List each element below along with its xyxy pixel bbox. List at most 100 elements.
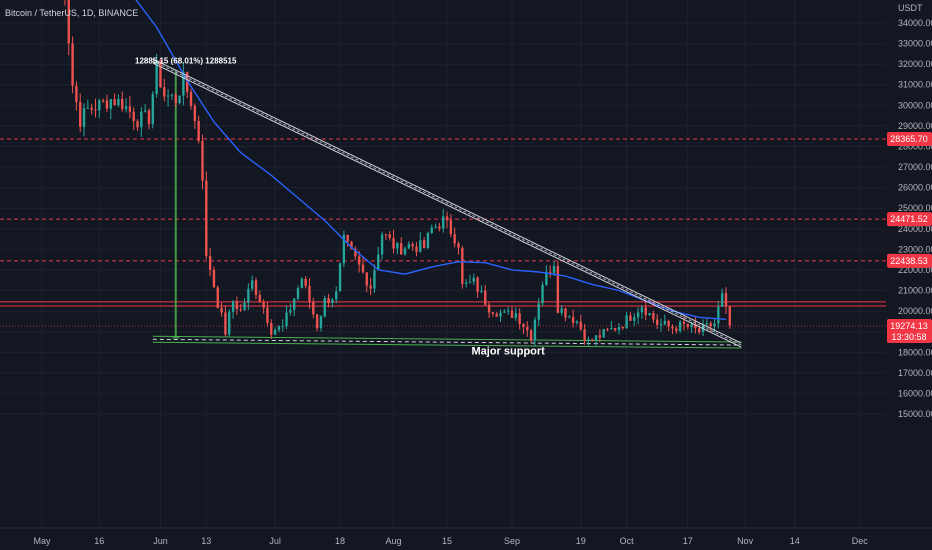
price-tick-label: 27000.00	[898, 162, 932, 172]
candle-body	[579, 321, 582, 330]
candles	[64, 0, 731, 347]
candle-body	[686, 323, 689, 328]
candle-body	[652, 313, 655, 320]
grid	[0, 0, 886, 528]
candle-body	[430, 227, 433, 233]
candle-body	[514, 313, 518, 318]
candle-body	[354, 248, 357, 257]
candle-body	[499, 312, 502, 317]
time-tick-label: 17	[683, 536, 693, 546]
candle-body	[235, 301, 239, 310]
candle-body	[656, 319, 659, 325]
trendline[interactable]	[152, 58, 742, 348]
time-tick-label: Oct	[620, 536, 635, 546]
price-level-tag[interactable]	[887, 212, 932, 227]
candle-body	[331, 299, 334, 304]
time-tick-label: May	[33, 536, 51, 546]
candle-body	[480, 290, 483, 292]
candle-body	[438, 226, 441, 229]
candle-body	[380, 234, 384, 255]
support-midline[interactable]	[152, 338, 742, 346]
candle-body	[549, 271, 552, 274]
candle-body	[258, 294, 261, 303]
current-price-tag[interactable]	[887, 319, 932, 344]
time-axis-panel	[0, 528, 932, 550]
candle-body	[86, 107, 90, 109]
candle-body	[545, 271, 548, 285]
candle-body	[591, 339, 594, 341]
candle-body	[518, 313, 521, 324]
candle-body	[445, 216, 449, 221]
price-level-tag[interactable]	[887, 131, 932, 146]
measure-tool[interactable]	[171, 70, 180, 339]
candle-body	[132, 111, 135, 122]
candle-body	[472, 277, 475, 282]
measure-bar[interactable]	[174, 70, 177, 338]
price-tick-label: 22000.00	[898, 265, 932, 275]
candle-body	[671, 326, 674, 329]
price-tick-label: 16000.00	[898, 388, 932, 398]
price-tick-label: 15000.00	[898, 409, 932, 419]
time-tick-label: Aug	[386, 536, 402, 546]
trendline-lower[interactable]	[152, 62, 742, 348]
chart-symbol-title: Bitcoin / TetherUS, 1D, BINANCE	[5, 8, 138, 18]
candle-body	[121, 98, 124, 110]
trendline-upper[interactable]	[152, 58, 742, 344]
candle-body	[705, 323, 709, 325]
candle-body	[109, 99, 112, 109]
price-level-tag[interactable]	[887, 253, 932, 268]
candle-body	[644, 307, 647, 316]
candle-body	[113, 99, 116, 106]
candle-body	[231, 301, 235, 312]
candle-body	[495, 313, 498, 317]
candle-body	[197, 120, 200, 142]
candle-body	[312, 302, 315, 315]
candle-body	[178, 95, 181, 103]
price-tick-label: 18000.00	[898, 347, 932, 357]
candle-body	[98, 100, 101, 111]
measure-label: 12885.15 (68.01%) 1288515	[135, 56, 237, 65]
countdown-label: 13:30:58	[891, 332, 926, 342]
candle-body	[449, 220, 453, 235]
candle-body	[613, 328, 617, 331]
support-band[interactable]	[152, 335, 742, 349]
candle-body	[457, 243, 460, 248]
price-tick-label: 29000.00	[898, 121, 932, 131]
candle-body	[556, 266, 560, 313]
candle-body	[170, 94, 174, 96]
candle-body	[182, 71, 185, 96]
price-tick-label: 33000.00	[898, 39, 932, 49]
candle-body	[273, 329, 277, 335]
candle-body	[422, 240, 426, 248]
candle-body	[308, 285, 311, 303]
candle-body	[224, 312, 227, 335]
candle-body	[239, 309, 242, 311]
time-tick-label: Dec	[852, 536, 869, 546]
trendline-middle[interactable]	[152, 60, 742, 346]
candle-body	[205, 180, 208, 257]
candle-body	[522, 323, 525, 327]
price-tick-label: 25000.00	[898, 203, 932, 213]
candle-body	[526, 326, 529, 331]
candle-body	[510, 310, 514, 318]
candle-body	[208, 256, 212, 270]
price-tick-label: 34000.00	[898, 18, 932, 28]
candle-body	[296, 288, 300, 299]
candle-body	[709, 323, 712, 327]
candle-body	[442, 216, 445, 229]
support-line-bottom[interactable]	[152, 341, 742, 349]
candle-body	[484, 290, 487, 305]
candle-body	[464, 282, 468, 284]
candle-body	[503, 311, 506, 313]
candle-body	[277, 326, 281, 330]
time-tick-label: 14	[790, 536, 800, 546]
current-price-label: 19274.13	[890, 321, 928, 331]
candle-body	[319, 316, 323, 329]
candle-body	[357, 256, 361, 265]
support-line-top[interactable]	[152, 335, 742, 343]
candle-body	[384, 234, 388, 236]
candle-body	[247, 288, 250, 303]
